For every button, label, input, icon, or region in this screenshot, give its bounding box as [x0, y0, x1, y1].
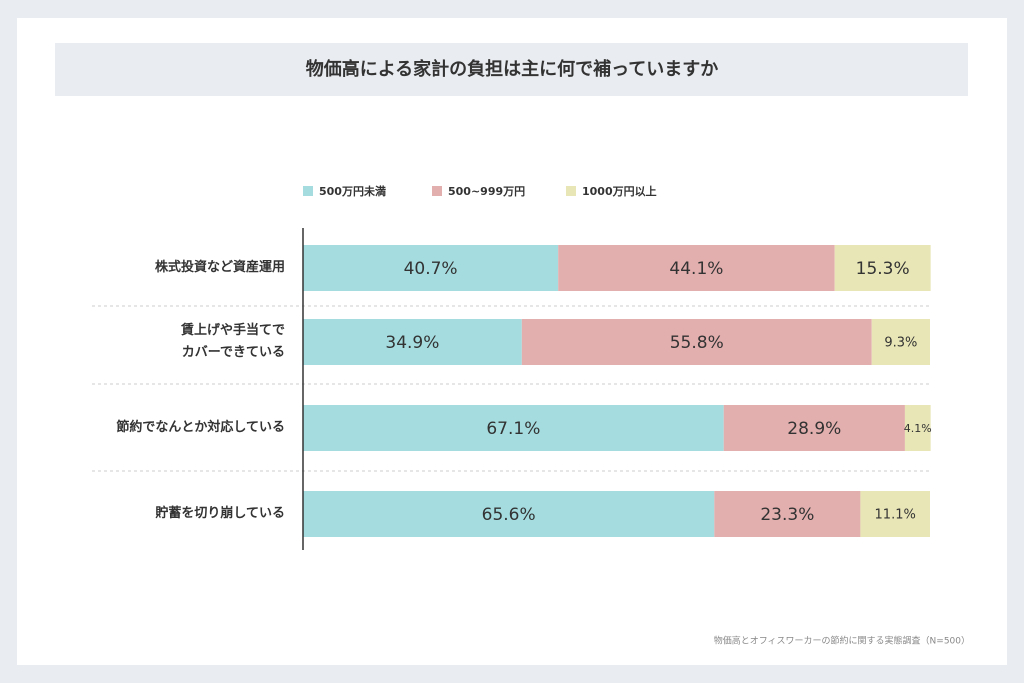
- category-label: 節約でなんとか対応している: [116, 420, 285, 435]
- value-label: 67.1%: [486, 419, 540, 439]
- source-note: 物価高とオフィスワーカーの節約に関する実態調査（N=500）: [714, 635, 970, 647]
- value-label: 9.3%: [884, 336, 917, 351]
- bar-segment: [904, 405, 931, 451]
- category-label: 株式投資など資産運用: [154, 260, 285, 275]
- value-label: 15.3%: [856, 259, 910, 279]
- separators: [92, 305, 930, 472]
- value-label: 34.9%: [385, 333, 439, 353]
- bar-segment: [521, 319, 872, 365]
- legend-label: 500万円未満: [319, 184, 386, 198]
- value-label: 23.3%: [760, 505, 814, 525]
- value-label: 55.8%: [670, 333, 724, 353]
- legend-label: 1000万円以上: [582, 184, 657, 198]
- chart-title: 物価高による家計の負担は主に何で補っていますか: [306, 58, 719, 80]
- bar-segment: [558, 245, 835, 291]
- category-label: 貯蓄を切り崩している: [155, 506, 285, 521]
- bar-segment: [834, 245, 931, 291]
- value-label: 28.9%: [787, 419, 841, 439]
- legend-swatch: [303, 186, 313, 196]
- bar-segment: [303, 245, 559, 291]
- bar-segment: [714, 491, 861, 537]
- bar-segment: [860, 491, 930, 537]
- value-label: 44.1%: [669, 259, 723, 279]
- bar-segment: [303, 491, 715, 537]
- legend-label: 500~999万円: [448, 185, 525, 198]
- value-label: 40.7%: [404, 259, 458, 279]
- value-label: 4.1%: [904, 422, 932, 435]
- legend-swatch: [432, 186, 442, 196]
- bar-segment: [871, 319, 930, 365]
- value-label: 11.1%: [875, 508, 916, 523]
- value-label: 65.6%: [482, 505, 536, 525]
- legend-swatch: [566, 186, 576, 196]
- bar-segment: [303, 319, 522, 365]
- category-label: 賃上げや手当てで カバーできている: [180, 323, 285, 360]
- bar-segment: [303, 405, 724, 451]
- bar-segment: [723, 405, 905, 451]
- title-band: [55, 43, 968, 96]
